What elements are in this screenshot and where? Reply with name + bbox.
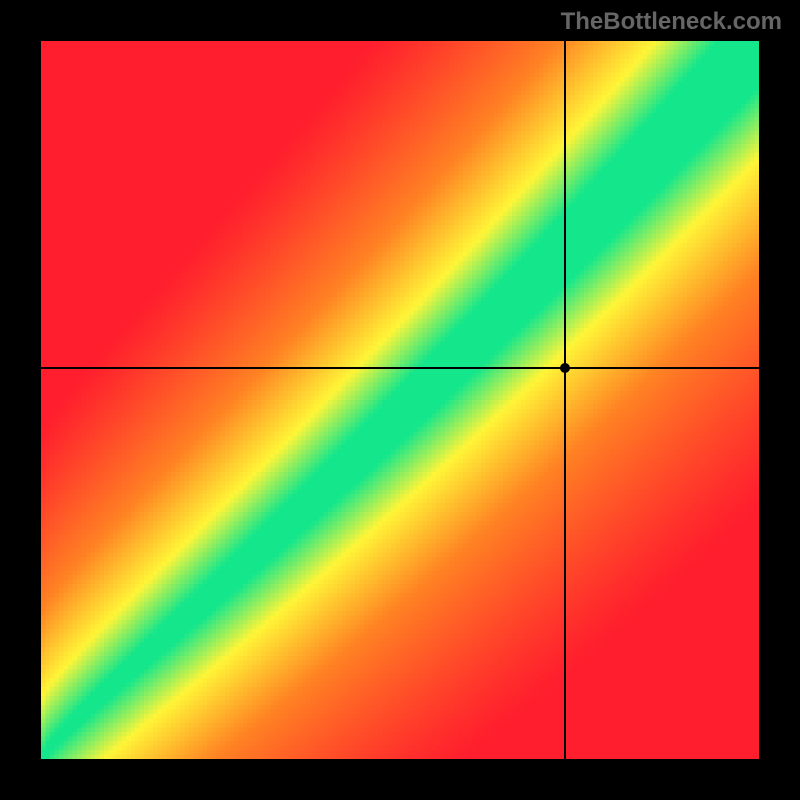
crosshair-vertical	[564, 41, 566, 759]
crosshair-horizontal	[41, 367, 759, 369]
crosshair-marker	[560, 363, 570, 373]
heatmap-container	[41, 41, 759, 759]
heatmap-canvas	[41, 41, 759, 759]
watermark-text: TheBottleneck.com	[561, 8, 782, 36]
